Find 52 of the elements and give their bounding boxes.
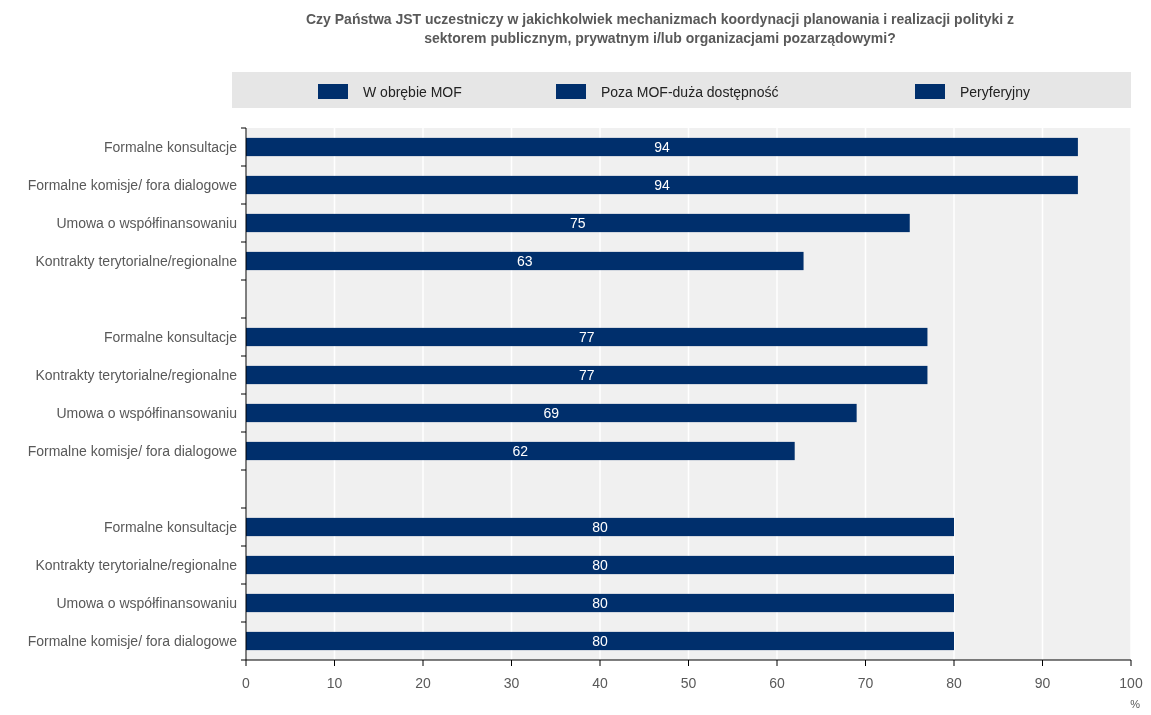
data-label: 69 [543,405,560,421]
x-axis-title: % [1130,698,1141,710]
bar [246,555,954,575]
x-tick-label: 0 [242,675,251,691]
data-label: 80 [592,633,608,649]
data-label: 62 [512,443,529,459]
data-label: 77 [578,329,595,345]
bar [246,175,1078,195]
x-tick-label: 50 [680,675,697,691]
y-tick-label: Umowa o współfinansowaniu [56,215,237,231]
bar [246,593,954,613]
y-tick-label: Formalne konsultacje [103,139,238,155]
y-tick-label: Umowa o współfinansowaniu [56,405,237,421]
bar [246,365,928,385]
y-tick-label: Formalne komisje/ fora dialogowe [27,177,238,193]
data-label: 63 [516,253,533,269]
x-tick-label: 60 [769,675,785,691]
bar [246,137,1078,157]
x-tick-label: 80 [946,675,962,691]
data-label: 75 [570,215,586,231]
bar [246,327,928,347]
y-tick-label: Formalne komisje/ fora dialogowe [27,633,238,649]
bar [246,441,795,461]
y-tick-label: Kontrakty terytorialne/regionalne [35,253,238,269]
y-tick-label: Kontrakty terytorialne/regionalne [35,557,238,573]
data-label: 80 [592,595,608,611]
x-tick-label: 100 [1119,675,1143,691]
bar [246,631,954,651]
bar [246,213,910,233]
legend-label: W obrębie MOF [363,84,462,100]
chart-title: Czy Państwa JST uczestniczy w jakichkolwiek mechanizmach koordynacji planowania i realizacji polityki z sektorem publicznym, prywatnym i/lub organizacjami pozarządowymi? [305,11,1015,46]
data-label: 94 [654,177,670,193]
x-tick-label: 40 [592,675,608,691]
bar [246,251,804,271]
data-label: 77 [578,367,595,383]
data-label: 80 [592,519,608,535]
x-tick-label: 90 [1034,675,1051,691]
y-tick-label: Kontrakty terytorialne/regionalne [35,367,238,383]
bar [246,403,857,423]
y-tick-label: Formalne konsultacje [103,519,238,535]
x-tick-label: 30 [503,675,520,691]
x-tick-label: 10 [326,675,343,691]
y-tick-label: Formalne komisje/ fora dialogowe [27,443,238,459]
data-label: 94 [654,139,670,155]
y-tick-label: Formalne konsultacje [103,329,238,345]
legend-label: Peryferyjny [960,84,1031,100]
x-tick-label: 70 [857,675,874,691]
data-label: 80 [592,557,608,573]
x-tick-label: 20 [415,675,431,691]
y-tick-label: Umowa o współfinansowaniu [56,595,237,611]
legend-label: Poza MOF-duża dostępność [601,84,779,100]
bar [246,517,954,537]
